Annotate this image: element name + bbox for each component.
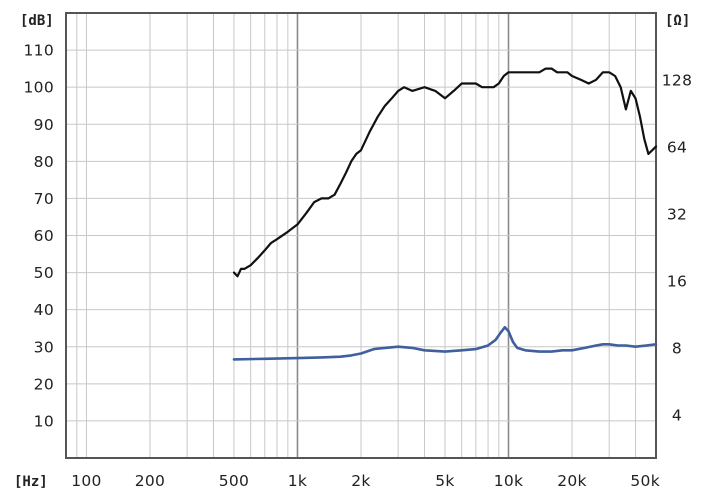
y-left-tick-label: 30 <box>34 338 54 356</box>
grid-lines <box>66 13 656 458</box>
x-unit-label: [Hz] <box>14 474 48 490</box>
y-left-tick-label: 100 <box>24 79 55 97</box>
x-tick-label: 200 <box>135 472 166 490</box>
x-tick-label: 5k <box>435 472 454 490</box>
y-left-tick-label: 20 <box>34 375 54 393</box>
y-left-tick-label: 90 <box>34 116 54 134</box>
y-left-tick-label: 10 <box>34 412 54 430</box>
y-right-tick-label: 4 <box>672 406 682 424</box>
y-left-unit-label: [dB] <box>20 13 54 29</box>
y-right-tick-label: 32 <box>667 205 687 223</box>
y-right-tick-label: 16 <box>667 272 687 290</box>
x-tick-label: 1k <box>288 472 307 490</box>
x-tick-label: 10k <box>494 472 524 490</box>
x-tick-label: 500 <box>219 472 250 490</box>
plot-frame <box>65 12 657 459</box>
y-right-tick-label: 8 <box>672 339 682 357</box>
x-tick-label: 20k <box>557 472 587 490</box>
y-left-tick-label: 40 <box>34 301 54 319</box>
y-left-tick-label: 110 <box>24 42 55 60</box>
x-tick-label: 50k <box>630 472 660 490</box>
y-right-unit-label: [Ω] <box>665 13 690 29</box>
series-layer <box>232 67 658 361</box>
y-right-tick-label: 64 <box>667 138 687 156</box>
y-right-tick-label: 128 <box>662 71 693 89</box>
y-left-tick-label: 70 <box>34 190 54 208</box>
axis-labels: [dB] [Ω] [Hz] 10 20 30 40 50 60 70 80 90 100 110 4 8… <box>14 13 692 490</box>
impedance-curve <box>232 326 658 361</box>
x-tick-label: 100 <box>71 472 102 490</box>
spl-curve <box>232 67 658 278</box>
y-left-tick-label: 60 <box>34 227 54 245</box>
y-left-tick-label: 50 <box>34 264 54 282</box>
x-tick-label: 2k <box>351 472 370 490</box>
y-left-tick-label: 80 <box>34 153 54 171</box>
